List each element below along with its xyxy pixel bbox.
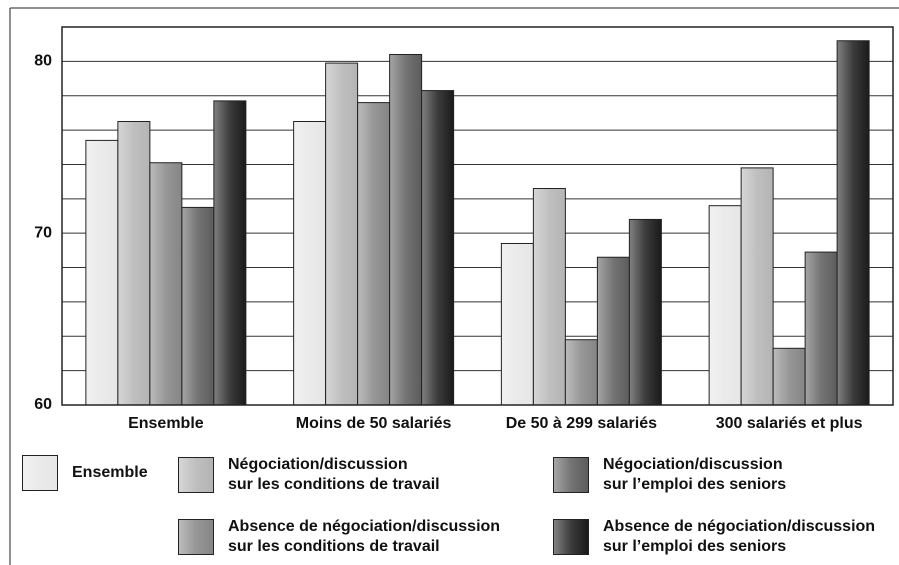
legend-swatch — [553, 457, 589, 493]
x-tick-label: 300 salariés et plus — [716, 415, 863, 432]
legend-item: Négociation/discussion sur les condition… — [178, 455, 440, 495]
x-tick-label: Ensemble — [128, 415, 204, 432]
legend-swatch — [553, 519, 589, 555]
bar — [836, 40, 870, 406]
bar — [804, 251, 838, 406]
bar — [708, 205, 742, 406]
bar — [500, 242, 534, 406]
bar — [628, 218, 662, 406]
bar — [325, 62, 359, 406]
bar — [596, 256, 630, 406]
legend-swatch — [178, 457, 214, 493]
bar — [564, 339, 598, 406]
bar — [117, 121, 151, 406]
y-tick-label: 60 — [34, 396, 52, 413]
bar — [389, 53, 423, 406]
bar — [357, 102, 391, 406]
bar — [149, 162, 183, 406]
legend-label: Négociation/discussion sur l’emploi des … — [603, 456, 787, 493]
bar — [213, 100, 247, 406]
legend-item: Négociation/discussion sur l’emploi des … — [553, 455, 786, 495]
bar — [740, 167, 774, 406]
legend-label: Négociation/discussion sur les condition… — [228, 456, 440, 493]
bar — [532, 188, 566, 406]
bar — [293, 121, 327, 406]
legend-swatch — [178, 519, 214, 555]
legend-swatch — [22, 455, 58, 491]
bar — [85, 139, 119, 406]
x-tick-label: De 50 à 299 salariés — [506, 415, 657, 432]
legend-label: Absence de négociation/discussion sur l’… — [603, 518, 876, 555]
plot-frame — [61, 26, 894, 406]
legend-label: Absence de négociation/discussion sur le… — [228, 518, 501, 555]
y-tick-label: 70 — [34, 224, 52, 241]
y-tick-label: 80 — [34, 53, 52, 70]
bar — [772, 347, 806, 406]
legend-item: Absence de négociation/discussion sur l’… — [553, 517, 875, 557]
bar — [181, 206, 215, 406]
legend-label: Ensemble — [72, 464, 148, 481]
legend-item: Absence de négociation/discussion sur le… — [178, 517, 500, 557]
bar — [421, 90, 455, 406]
legend-item: Ensemble — [22, 455, 148, 491]
x-tick-label: Moins de 50 salariés — [296, 415, 452, 432]
